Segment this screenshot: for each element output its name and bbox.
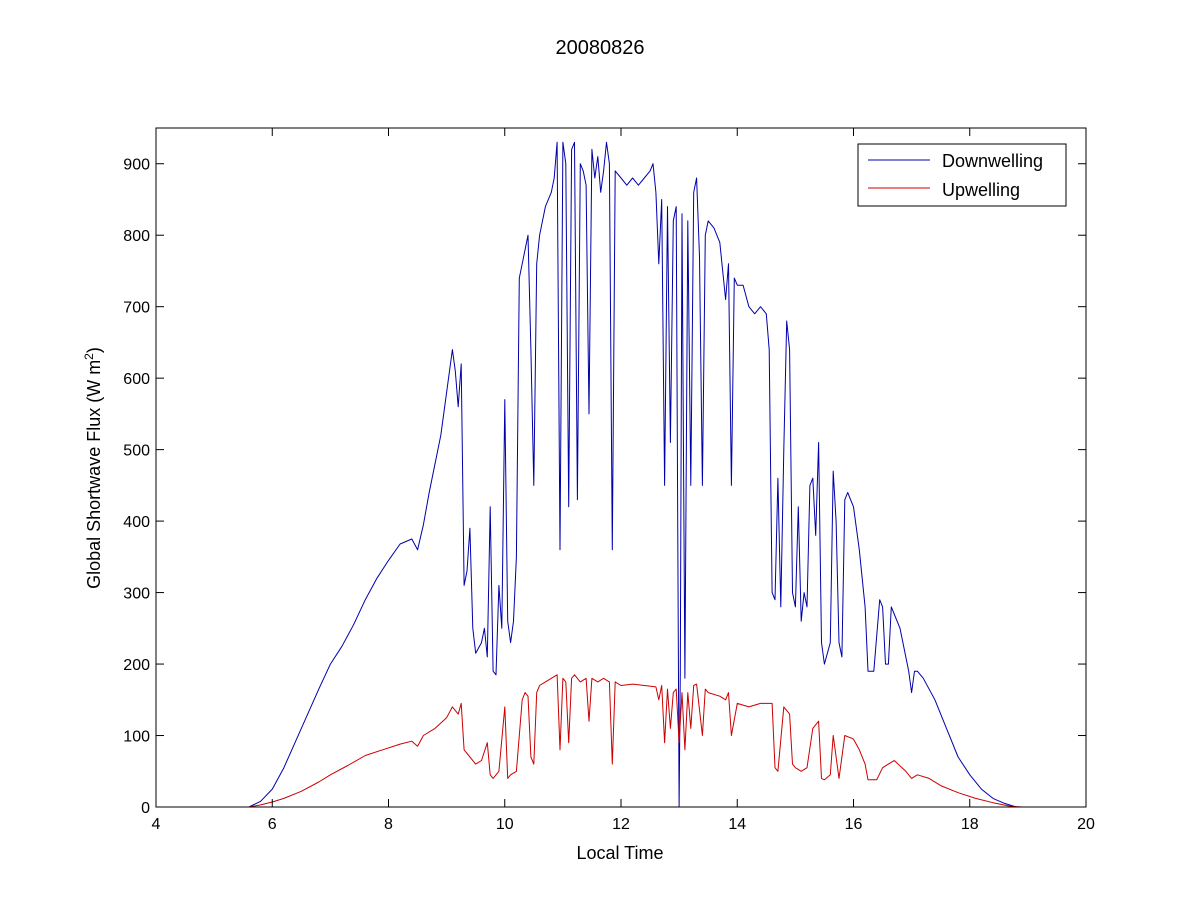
plot-area (156, 141, 1023, 808)
x-tick-label: 18 (961, 816, 979, 833)
x-tick-label: 16 (845, 816, 863, 833)
x-tick-label: 8 (384, 816, 393, 833)
y-tick-label: 0 (141, 800, 150, 817)
x-axis-title: Local Time (576, 843, 663, 863)
y-tick-label: 600 (123, 371, 150, 388)
legend-label-downwelling: Downwelling (942, 151, 1043, 171)
y-axis-title-close: ) (84, 347, 104, 353)
series-line-upwelling (156, 674, 1023, 808)
y-tick-label: 300 (123, 586, 150, 603)
y-tick-label: 500 (123, 443, 150, 460)
x-tick-label: 12 (612, 816, 630, 833)
plot-frame (155, 127, 1087, 808)
x-tick-label: 20 (1077, 816, 1095, 833)
y-tick-label: 400 (123, 514, 150, 531)
x-tick-label: 6 (268, 816, 277, 833)
y-tick-label: 100 (123, 729, 150, 746)
y-tick-label: 700 (123, 300, 150, 317)
chart-title: 20080826 (556, 37, 645, 59)
legend-box (857, 143, 1067, 207)
legend: Downwelling Upwelling (857, 143, 1067, 207)
y-tick-label: 800 (123, 228, 150, 245)
series-line-downwelling (156, 141, 1023, 808)
y-axis-title-main: Global Shortwave Flux (W m (84, 360, 104, 589)
x-tick-label: 10 (496, 816, 514, 833)
y-tick-label: 200 (123, 657, 150, 674)
y-axis-title: Global Shortwave Flux (W m2) (82, 347, 104, 589)
y-tick-label: 900 (123, 157, 150, 174)
legend-label-upwelling: Upwelling (942, 180, 1020, 200)
y-axis-title-superscript: 2 (82, 353, 96, 360)
x-tick-label: 14 (728, 816, 746, 833)
x-tick-label: 4 (152, 816, 161, 833)
axis-ticks: 4 6 8 10 12 14 16 18 200100200300400500600700800… (123, 128, 1095, 833)
